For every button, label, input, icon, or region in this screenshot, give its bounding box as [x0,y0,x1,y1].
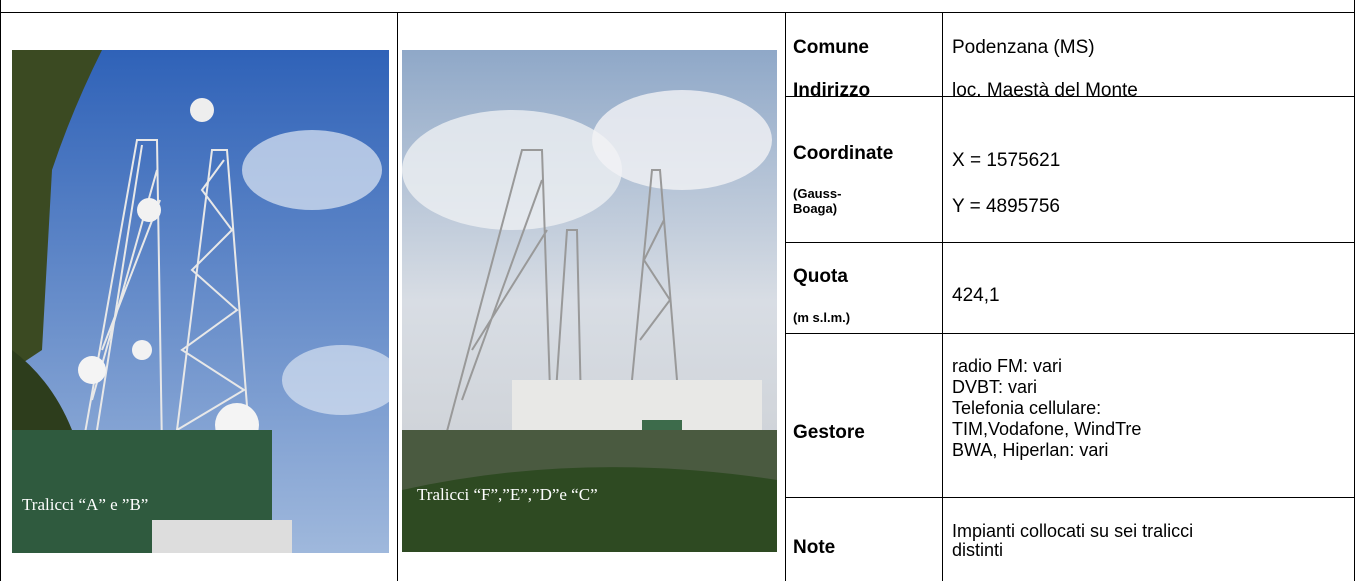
sublabel: (m s.l.m.) [793,310,850,326]
value: Impianti collocati su sei tralicci [952,521,1193,542]
value: TIM,Vodafone, WindTre [952,419,1141,440]
value: Telefonia cellulare: [952,398,1101,419]
sublabel: (Gauss- [793,186,841,202]
border [942,12,943,581]
page: Tralicci “A” e ”B” Tralicci “F”,”E”,”D”e… [0,0,1355,581]
sublabel: Boaga) [793,201,837,217]
label: Coordinate [793,143,893,165]
value: distinti [952,542,1003,558]
border [785,242,1355,243]
border [785,497,1355,498]
border [785,12,786,581]
label: Comune [793,37,869,59]
value: DVBT: vari [952,377,1037,398]
label: Quota [793,266,848,288]
value: Y = 4895756 [952,196,1060,218]
label: Note [793,537,835,559]
photo: Tralicci “A” e ”B” [12,50,389,553]
value: BWA, Hiperlan: vari [952,440,1108,461]
value: X = 1575621 [952,150,1060,172]
photo-caption: Tralicci “A” e ”B” [22,495,148,514]
value: 424,1 [952,285,1000,307]
value: Podenzana (MS) [952,37,1095,59]
label: Gestore [793,422,865,444]
value: loc. Maestà del Monte [952,80,1138,102]
photo-caption: Tralicci “F”,”E”,”D”e “C” [417,485,598,504]
label: Indirizzo [793,80,870,102]
photo: Tralicci “F”,”E”,”D”e “C” [402,50,777,552]
border [397,12,398,581]
border [0,0,1,581]
border [785,333,1355,334]
border [0,12,1355,13]
value: radio FM: vari [952,356,1062,377]
